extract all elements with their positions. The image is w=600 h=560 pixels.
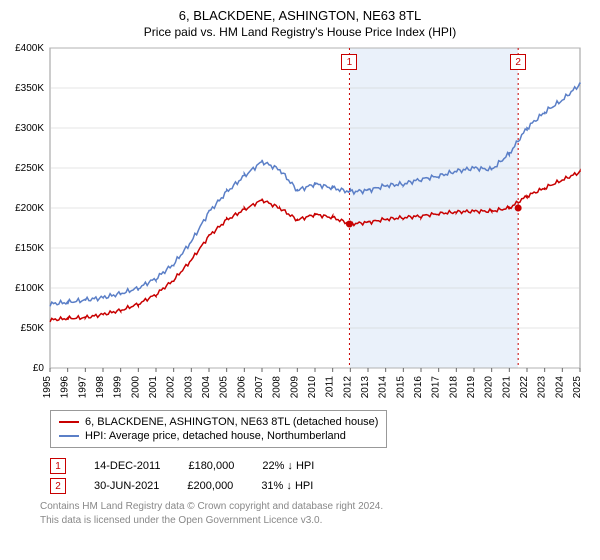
svg-text:2006: 2006 <box>236 376 247 399</box>
svg-text:2011: 2011 <box>325 376 336 398</box>
svg-text:1995: 1995 <box>42 376 53 399</box>
svg-text:2025: 2025 <box>572 376 583 399</box>
legend-label: 6, BLACKDENE, ASHINGTON, NE63 8TL (detac… <box>85 416 378 428</box>
svg-text:2020: 2020 <box>484 376 495 399</box>
svg-text:£0: £0 <box>33 363 45 374</box>
legend-swatch <box>59 421 79 423</box>
svg-text:2004: 2004 <box>201 376 212 399</box>
svg-text:2018: 2018 <box>448 376 459 399</box>
svg-text:£400K: £400K <box>15 43 44 54</box>
event-row: 2 30-JUN-2021 £200,000 31% ↓ HPI <box>50 476 314 496</box>
legend-row: 6, BLACKDENE, ASHINGTON, NE63 8TL (detac… <box>59 415 378 429</box>
svg-text:1996: 1996 <box>60 376 71 399</box>
event-delta: 22% ↓ HPI <box>262 460 314 472</box>
event-row: 1 14-DEC-2011 £180,000 22% ↓ HPI <box>50 456 314 476</box>
svg-text:2015: 2015 <box>395 376 406 399</box>
event-date: 14-DEC-2011 <box>94 460 160 472</box>
svg-text:2013: 2013 <box>360 376 371 399</box>
legend-row: HPI: Average price, detached house, Nort… <box>59 429 378 443</box>
svg-text:£250K: £250K <box>15 163 44 174</box>
svg-text:£300K: £300K <box>15 123 44 134</box>
svg-text:2002: 2002 <box>166 376 177 399</box>
svg-text:1998: 1998 <box>95 376 106 399</box>
svg-text:2019: 2019 <box>466 376 477 399</box>
svg-text:2008: 2008 <box>272 376 283 399</box>
chart-legend: 6, BLACKDENE, ASHINGTON, NE63 8TL (detac… <box>50 410 387 448</box>
legend-swatch <box>59 435 79 437</box>
event-price: £180,000 <box>188 460 234 472</box>
svg-text:2001: 2001 <box>148 376 159 399</box>
svg-text:2016: 2016 <box>413 376 424 399</box>
svg-text:2010: 2010 <box>307 376 318 399</box>
svg-text:2005: 2005 <box>219 376 230 399</box>
legend-label: HPI: Average price, detached house, Nort… <box>85 430 346 442</box>
svg-text:2023: 2023 <box>537 376 548 399</box>
license-text: Contains HM Land Registry data © Crown c… <box>40 500 383 527</box>
svg-text:2024: 2024 <box>554 376 565 399</box>
svg-text:2014: 2014 <box>378 376 389 399</box>
svg-text:2017: 2017 <box>431 376 442 399</box>
event-number-box: 1 <box>50 458 66 474</box>
svg-text:£350K: £350K <box>15 83 44 94</box>
svg-text:2009: 2009 <box>289 376 300 399</box>
event-marker-2: 2 <box>510 54 526 70</box>
event-number-box: 2 <box>50 478 66 494</box>
chart-container: 6, BLACKDENE, ASHINGTON, NE63 8TL Price … <box>0 0 600 560</box>
svg-text:£50K: £50K <box>21 323 45 334</box>
svg-text:£200K: £200K <box>15 203 44 214</box>
svg-text:£150K: £150K <box>15 243 44 254</box>
event-marker-1: 1 <box>341 54 357 70</box>
svg-text:1997: 1997 <box>77 376 88 399</box>
event-table: 1 14-DEC-2011 £180,000 22% ↓ HPI 2 30-JU… <box>50 456 314 496</box>
event-price: £200,000 <box>187 480 233 492</box>
svg-text:2000: 2000 <box>130 376 141 399</box>
svg-text:2012: 2012 <box>342 376 353 399</box>
svg-text:1999: 1999 <box>113 376 124 399</box>
event-delta: 31% ↓ HPI <box>261 480 313 492</box>
svg-text:2007: 2007 <box>254 376 265 399</box>
svg-text:2022: 2022 <box>519 376 530 399</box>
svg-text:2003: 2003 <box>183 376 194 399</box>
svg-text:2021: 2021 <box>501 376 512 399</box>
event-date: 30-JUN-2021 <box>94 480 159 492</box>
svg-text:£100K: £100K <box>15 283 44 294</box>
